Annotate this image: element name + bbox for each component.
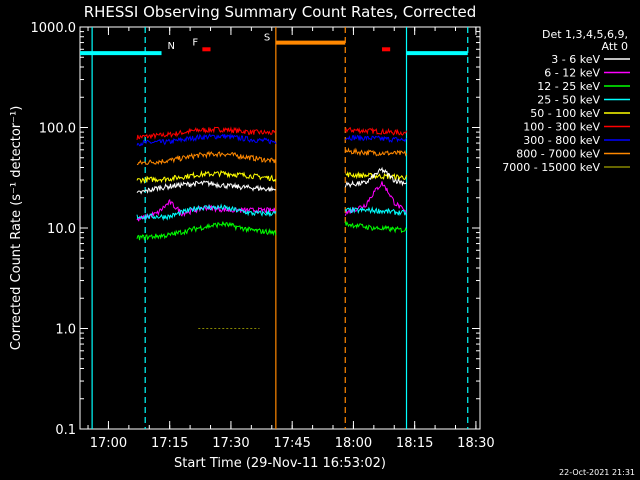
legend-entry-label: 25 - 50 keV bbox=[537, 94, 600, 107]
series-line bbox=[136, 198, 277, 222]
series-line bbox=[136, 150, 277, 166]
x-tick-label: 17:15 bbox=[151, 436, 188, 451]
legend-entry-label: 50 - 100 keV bbox=[530, 107, 600, 120]
series-line bbox=[344, 147, 407, 157]
legend-entry-label: 7000 - 15000 keV bbox=[502, 161, 600, 174]
series-line bbox=[136, 180, 277, 195]
series-line bbox=[136, 203, 277, 221]
x-tick-label: 17:30 bbox=[212, 436, 249, 451]
legend-entry-label: 3 - 6 keV bbox=[551, 53, 600, 66]
series-line bbox=[344, 126, 407, 136]
x-tick-label: 18:00 bbox=[335, 436, 372, 451]
series-line bbox=[136, 133, 277, 147]
plot-frame bbox=[79, 26, 481, 430]
legend-header-line2: Att 0 bbox=[602, 40, 628, 53]
series-line bbox=[344, 206, 407, 217]
series-line bbox=[345, 134, 407, 143]
x-axis-label: Start Time (29-Nov-11 16:53:02) bbox=[174, 456, 386, 471]
flag-label: S bbox=[264, 33, 270, 44]
legend-entry-label: 100 - 300 keV bbox=[523, 121, 600, 134]
legend-entry-label: 300 - 800 keV bbox=[523, 134, 600, 147]
y-tick-label: 100.0 bbox=[39, 122, 76, 137]
y-tick-label: 1.0 bbox=[55, 323, 76, 338]
legend-entry-label: 12 - 25 keV bbox=[537, 80, 600, 93]
flag-label: F bbox=[192, 37, 198, 48]
series-line bbox=[344, 181, 407, 216]
plot-layer: 0.1 1.0 10.0 100.0 1000.0 17:00 17:15 17:30 17:4… bbox=[31, 21, 495, 451]
footer-date: 22-Oct-2021 21:31 bbox=[559, 468, 635, 477]
series-line bbox=[136, 221, 277, 241]
series-line bbox=[345, 171, 407, 181]
x-tick-label: 17:45 bbox=[273, 436, 310, 451]
y-tick-label: 1000.0 bbox=[31, 21, 77, 36]
y-tick-label: 0.1 bbox=[55, 423, 76, 438]
legend-header-line1: Det 1,3,4,5,6,9, bbox=[542, 28, 628, 41]
series-line bbox=[344, 220, 407, 234]
series-line bbox=[136, 126, 276, 140]
series-line bbox=[136, 169, 277, 185]
flag-label: N bbox=[168, 41, 175, 52]
x-tick-label: 18:30 bbox=[457, 436, 494, 451]
y-tick-label: 10.0 bbox=[47, 222, 76, 237]
legend-entry-label: 800 - 7000 keV bbox=[516, 148, 600, 161]
chart-title: RHESSI Observing Summary Count Rates, Co… bbox=[84, 3, 477, 21]
series-line bbox=[344, 166, 407, 189]
x-tick-label: 17:00 bbox=[90, 436, 127, 451]
x-tick-label: 18:15 bbox=[396, 436, 433, 451]
legend-entry-label: 6 - 12 keV bbox=[544, 67, 600, 80]
y-axis-label: Corrected Count Rate (s⁻¹ detector⁻¹) bbox=[9, 106, 24, 351]
